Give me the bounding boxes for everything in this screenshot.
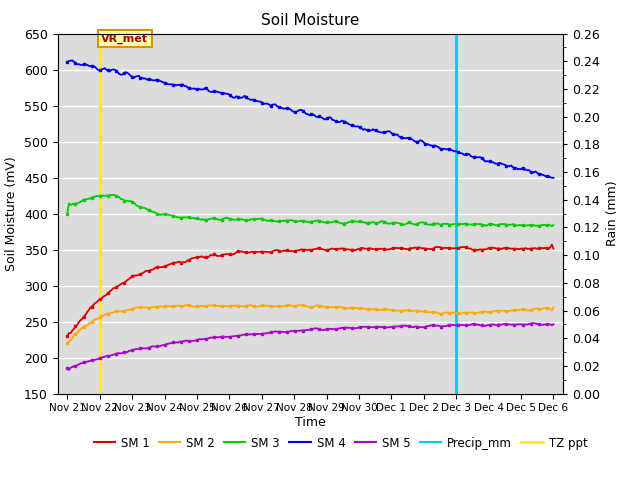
Title: Soil Moisture: Soil Moisture xyxy=(261,13,360,28)
Y-axis label: Rain (mm): Rain (mm) xyxy=(606,181,619,246)
Legend: SM 1, SM 2, SM 3, SM 4, SM 5, Precip_mm, TZ ppt: SM 1, SM 2, SM 3, SM 4, SM 5, Precip_mm,… xyxy=(89,432,592,454)
Text: VR_met: VR_met xyxy=(101,34,148,44)
Y-axis label: Soil Moisture (mV): Soil Moisture (mV) xyxy=(5,156,19,271)
X-axis label: Time: Time xyxy=(295,416,326,429)
